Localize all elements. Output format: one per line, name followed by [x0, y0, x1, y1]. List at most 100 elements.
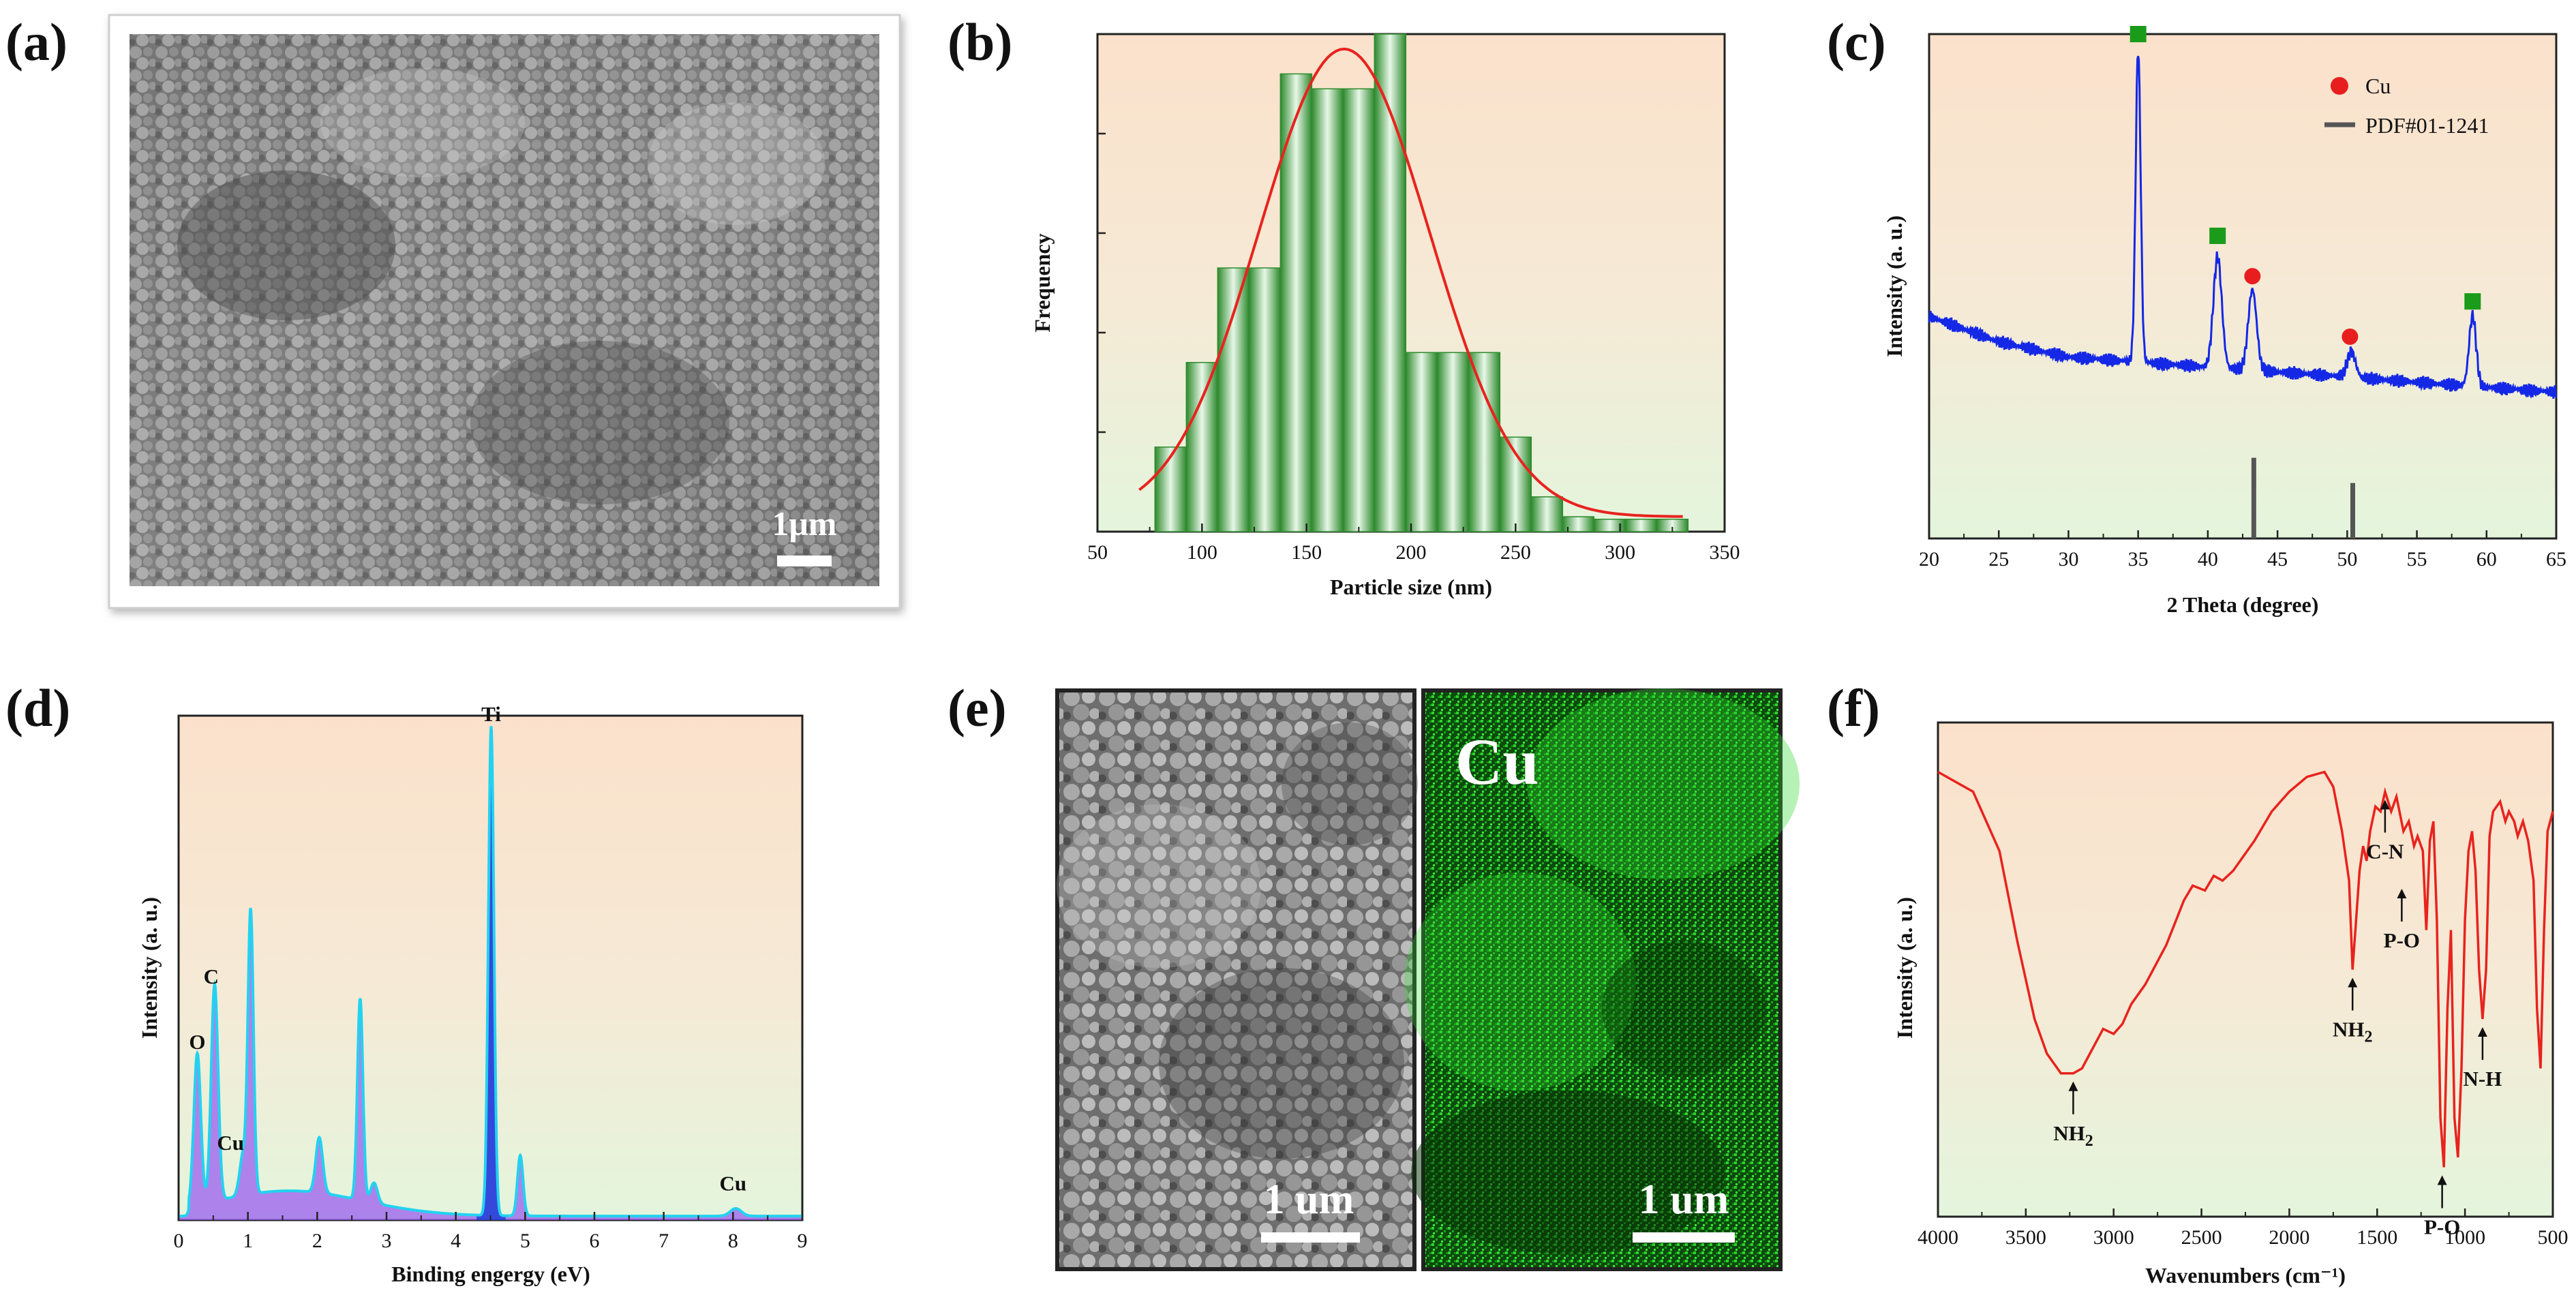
x-tick-label: 2500 — [2181, 1226, 2222, 1249]
histogram-bar — [1217, 267, 1250, 532]
band-annotation: C-N — [2366, 840, 2404, 864]
x-tick-label: 3000 — [2093, 1226, 2134, 1249]
x-axis-label: 2 Theta (degree) — [2167, 592, 2319, 617]
legend-marker-cu — [2331, 77, 2348, 95]
histogram-bar — [1311, 88, 1344, 532]
x-tick-label: 9 — [798, 1230, 808, 1252]
annotation-arrowhead — [2397, 889, 2407, 898]
scale-bar-e-left — [1261, 1232, 1360, 1243]
y-axis-label: Frequency — [1030, 233, 1055, 332]
band-annotation: P-O — [2424, 1215, 2460, 1239]
element-annotation: Cu — [217, 1131, 244, 1155]
ftir-spectrum — [1937, 770, 2554, 1168]
x-axis-label: Binding engergy (eV) — [391, 1262, 590, 1286]
y-axis-label: Intensity (a. u.) — [1882, 215, 1907, 357]
legend-label-pdf: PDF#01-1241 — [2365, 113, 2489, 138]
x-tick-label: 20 — [1919, 548, 1939, 571]
x-axis-label: Wavenumbers (cm⁻¹) — [2145, 1263, 2346, 1288]
eds-spectrum-core — [476, 741, 506, 1220]
y-axis-label: Intensity (a. u.) — [137, 897, 162, 1039]
phase-marker-square — [2464, 293, 2481, 310]
x-tick-label: 30 — [2058, 548, 2078, 571]
sem-image-a: 1μm — [108, 14, 901, 609]
x-tick-label: 6 — [590, 1230, 600, 1252]
plot-area — [1928, 33, 2558, 540]
panel-label-e: (e) — [948, 678, 1007, 737]
annotation-arrowhead — [2437, 1175, 2447, 1185]
chart-c-xrd: Cu PDF#01-1241 20 25 30 35 40 45 50 55 60 65 2 Th… — [1882, 26, 2566, 617]
x-tick-label: 100 — [1187, 541, 1217, 564]
x-tick-label: 1 — [243, 1230, 253, 1252]
x-tick-label: 3 — [382, 1230, 392, 1252]
x-tick-label: 4000 — [1918, 1226, 1958, 1249]
histogram-bar — [1342, 88, 1376, 532]
annotation-arrowhead — [2477, 1027, 2487, 1037]
histogram-bar — [1185, 362, 1219, 532]
histogram-bar — [1530, 496, 1564, 532]
y-axis-label: Intensity (a. u.) — [1892, 897, 1917, 1039]
x-tick-label: 40 — [2198, 548, 2218, 571]
chart-d-eds: Ti C O Cu Cu 0 1 2 3 4 5 6 7 8 9 Binding engergy (eV)… — [137, 702, 808, 1286]
phase-marker-square — [2209, 228, 2226, 244]
histogram-bar — [1374, 33, 1407, 532]
x-tick-label: 3500 — [2005, 1226, 2046, 1249]
element-annotation: O — [189, 1030, 205, 1054]
x-tick-label: 5 — [520, 1230, 530, 1252]
histogram-bar — [1248, 267, 1282, 532]
panel-label-d: (d) — [5, 678, 70, 737]
histogram-bar — [1624, 519, 1658, 532]
x-axis-label: Particle size (nm) — [1330, 575, 1492, 599]
x-tick-label: 200 — [1396, 541, 1427, 564]
annotation-arrowhead — [2380, 800, 2390, 810]
scale-label-e-right: 1 um — [1639, 1176, 1729, 1223]
histogram-bar — [1279, 73, 1313, 532]
x-tick-label: 45 — [2267, 548, 2288, 571]
scale-bar-a — [777, 556, 832, 566]
panel-label-c: (c) — [1827, 12, 1886, 72]
x-tick-label: 50 — [1087, 541, 1108, 564]
chart-b-histogram: 50 100 150 200 250 300 350 Particle size (nm) … — [1030, 33, 1740, 599]
x-tick-label: 65 — [2546, 548, 2566, 571]
x-tick-label: 7 — [658, 1230, 669, 1252]
x-tick-label: 150 — [1291, 541, 1322, 564]
sem-image-e: 1 um Cu 1 um — [1055, 688, 1800, 1271]
histogram-bar — [1436, 352, 1470, 532]
x-tick-label: 350 — [1710, 541, 1740, 564]
phase-marker-cu — [2244, 268, 2261, 285]
histogram-bar — [1468, 352, 1501, 532]
x-tick-label: 2 — [312, 1230, 322, 1252]
x-tick-label: 55 — [2407, 548, 2427, 571]
band-annotation: N-H — [2464, 1067, 2502, 1091]
legend: Cu PDF#01-1241 — [2324, 74, 2489, 138]
phase-marker-cu — [2342, 329, 2359, 345]
panel-label-b: (b) — [948, 12, 1012, 72]
x-tick-label: 500 — [2538, 1226, 2569, 1249]
scale-label-a: 1μm — [772, 504, 837, 543]
scale-label-e-left: 1 um — [1264, 1176, 1354, 1223]
x-tick-label: 4 — [451, 1230, 461, 1252]
x-tick-label: 250 — [1500, 541, 1531, 564]
scale-bar-e-right — [1633, 1232, 1735, 1243]
x-tick-label: 0 — [174, 1230, 184, 1252]
histogram-bar — [1405, 352, 1438, 532]
element-annotation: C — [204, 964, 219, 988]
xrd-pattern — [1928, 55, 2558, 399]
annotation-arrowhead — [2348, 977, 2358, 988]
band-annotation: P-O — [2384, 928, 2420, 952]
gaussian-fit-curve — [1138, 47, 1683, 518]
element-label-cu: Cu — [1455, 725, 1539, 798]
x-tick-label: 300 — [1605, 541, 1635, 564]
panel-label-a: (a) — [5, 12, 67, 72]
panel-label-f: (f) — [1827, 678, 1880, 737]
x-tick-label: 8 — [728, 1230, 738, 1252]
x-tick-label: 25 — [1988, 548, 2009, 571]
x-tick-label: 1500 — [2357, 1226, 2397, 1249]
annotation-arrowhead — [2068, 1081, 2078, 1091]
legend-label-cu: Cu — [2365, 74, 2391, 98]
x-tick-label: 50 — [2337, 548, 2357, 571]
phase-marker-square — [2130, 26, 2147, 42]
x-tick-label: 35 — [2128, 548, 2149, 571]
element-annotation: Ti — [481, 702, 501, 726]
